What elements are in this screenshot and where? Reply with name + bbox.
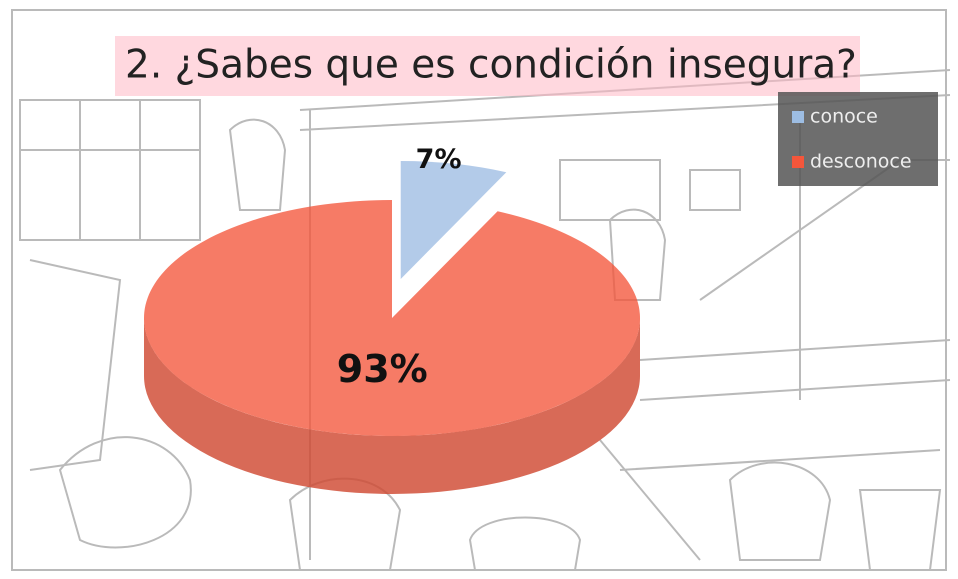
data-label: 7% [416,144,462,175]
legend-box [778,92,938,186]
title-band [115,36,860,96]
legend-swatch [792,156,804,168]
legend-label: conoce [810,106,878,128]
legend-swatch [792,111,804,123]
legend-label: desconoce [810,151,912,173]
pie-side [144,318,640,494]
pie-slice [400,160,507,279]
pie-slice [144,200,641,436]
chart-title: 2. ¿Sabes que es condición insegura? [125,43,857,88]
data-label: 93% [337,347,428,391]
